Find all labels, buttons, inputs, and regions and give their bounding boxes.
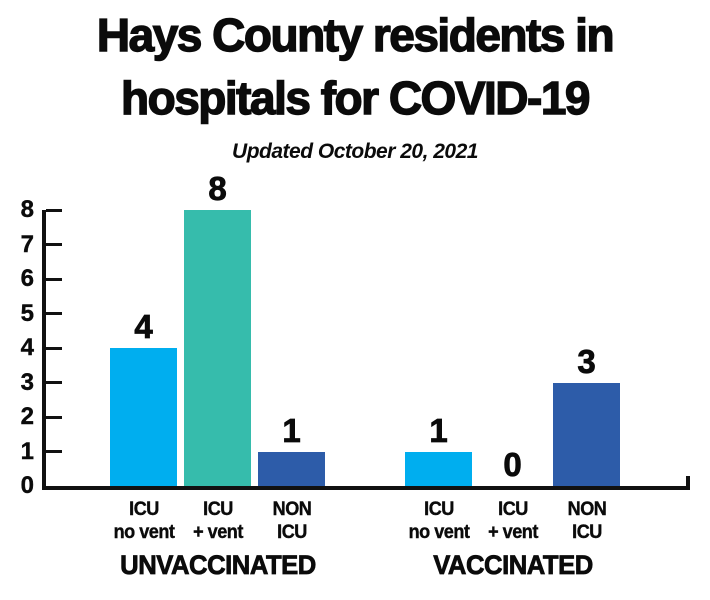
y-axis-tick-label: 5	[20, 299, 34, 327]
bar-category-label-line: + vent	[487, 522, 538, 543]
y-axis-tick-label: 1	[20, 437, 34, 465]
bar-value-label: 1	[282, 411, 301, 449]
bar-category-label-line: NON	[567, 499, 607, 520]
page-title: Hays County residents in hospitals for C…	[0, 4, 710, 130]
page-title-line1: Hays County residents in	[96, 8, 615, 61]
y-axis-tick	[46, 312, 62, 315]
bar-category-label-line: ICU	[276, 522, 307, 543]
bar-category-label: NON ICU	[534, 498, 639, 544]
bar	[110, 348, 177, 486]
bar-category-label-line: no vent	[408, 522, 470, 543]
y-axis-tick-label: 4	[20, 334, 34, 361]
bar-category-label-line: NON	[272, 499, 312, 520]
y-axis-tick-label: 0	[20, 472, 34, 499]
bar	[258, 451, 325, 486]
bar-category-label-line: ICU	[423, 499, 454, 520]
bar-value-label: 1	[429, 411, 448, 449]
bar-value-label: 4	[134, 308, 153, 346]
y-axis-tick-label: 8	[20, 196, 34, 223]
bar	[184, 210, 251, 486]
bar-category-label: ICU no vent	[386, 498, 491, 544]
x-axis-line	[42, 486, 690, 490]
bar-category-label: ICU + vent	[165, 498, 270, 544]
y-axis-tick	[46, 415, 62, 419]
bar-category-label: NON ICU	[239, 498, 344, 544]
y-axis-tick-label: 2	[20, 403, 34, 430]
y-axis-tick	[46, 381, 62, 384]
group-label: VACCINATED	[432, 550, 593, 581]
bar-category-label-line: ICU	[571, 522, 602, 543]
group-label: UNVACCINATED	[119, 550, 316, 581]
y-axis-tick-label: 3	[20, 368, 34, 396]
y-axis-tick-label: 6	[20, 265, 34, 292]
bar-category-label-line: no vent	[113, 522, 175, 543]
x-axis-end-tick	[686, 476, 690, 490]
bar-category-label-line: ICU	[128, 499, 159, 520]
bar	[553, 382, 620, 486]
bar-value-label: 8	[208, 170, 227, 208]
bar-category-label-line: ICU	[497, 499, 528, 520]
y-axis-tick	[46, 243, 62, 246]
bar-category-label: ICU no vent	[91, 498, 196, 544]
y-axis-tick	[46, 277, 62, 281]
bar-category-label-line: + vent	[192, 522, 243, 543]
y-axis-tick-label: 7	[20, 230, 34, 258]
bar-category-label-line: ICU	[202, 499, 233, 520]
chart-subtitle: Updated October 20, 2021	[232, 140, 478, 163]
bar	[405, 451, 472, 486]
bar-category-label: ICU + vent	[460, 498, 565, 544]
y-axis-tick	[46, 208, 62, 212]
y-axis-tick	[46, 450, 62, 453]
chart: 0 1 2 3 4 5 6 7 8 4 ICU no vent 8 ICU + vent 1 NON ICU UNV…	[0, 170, 710, 600]
bar-value-label: 0	[503, 446, 522, 484]
y-axis-tick	[46, 346, 62, 350]
bar-value-label: 3	[577, 342, 596, 380]
y-axis-line	[42, 210, 46, 490]
page-title-line2: hospitals for COVID-19	[120, 71, 591, 124]
